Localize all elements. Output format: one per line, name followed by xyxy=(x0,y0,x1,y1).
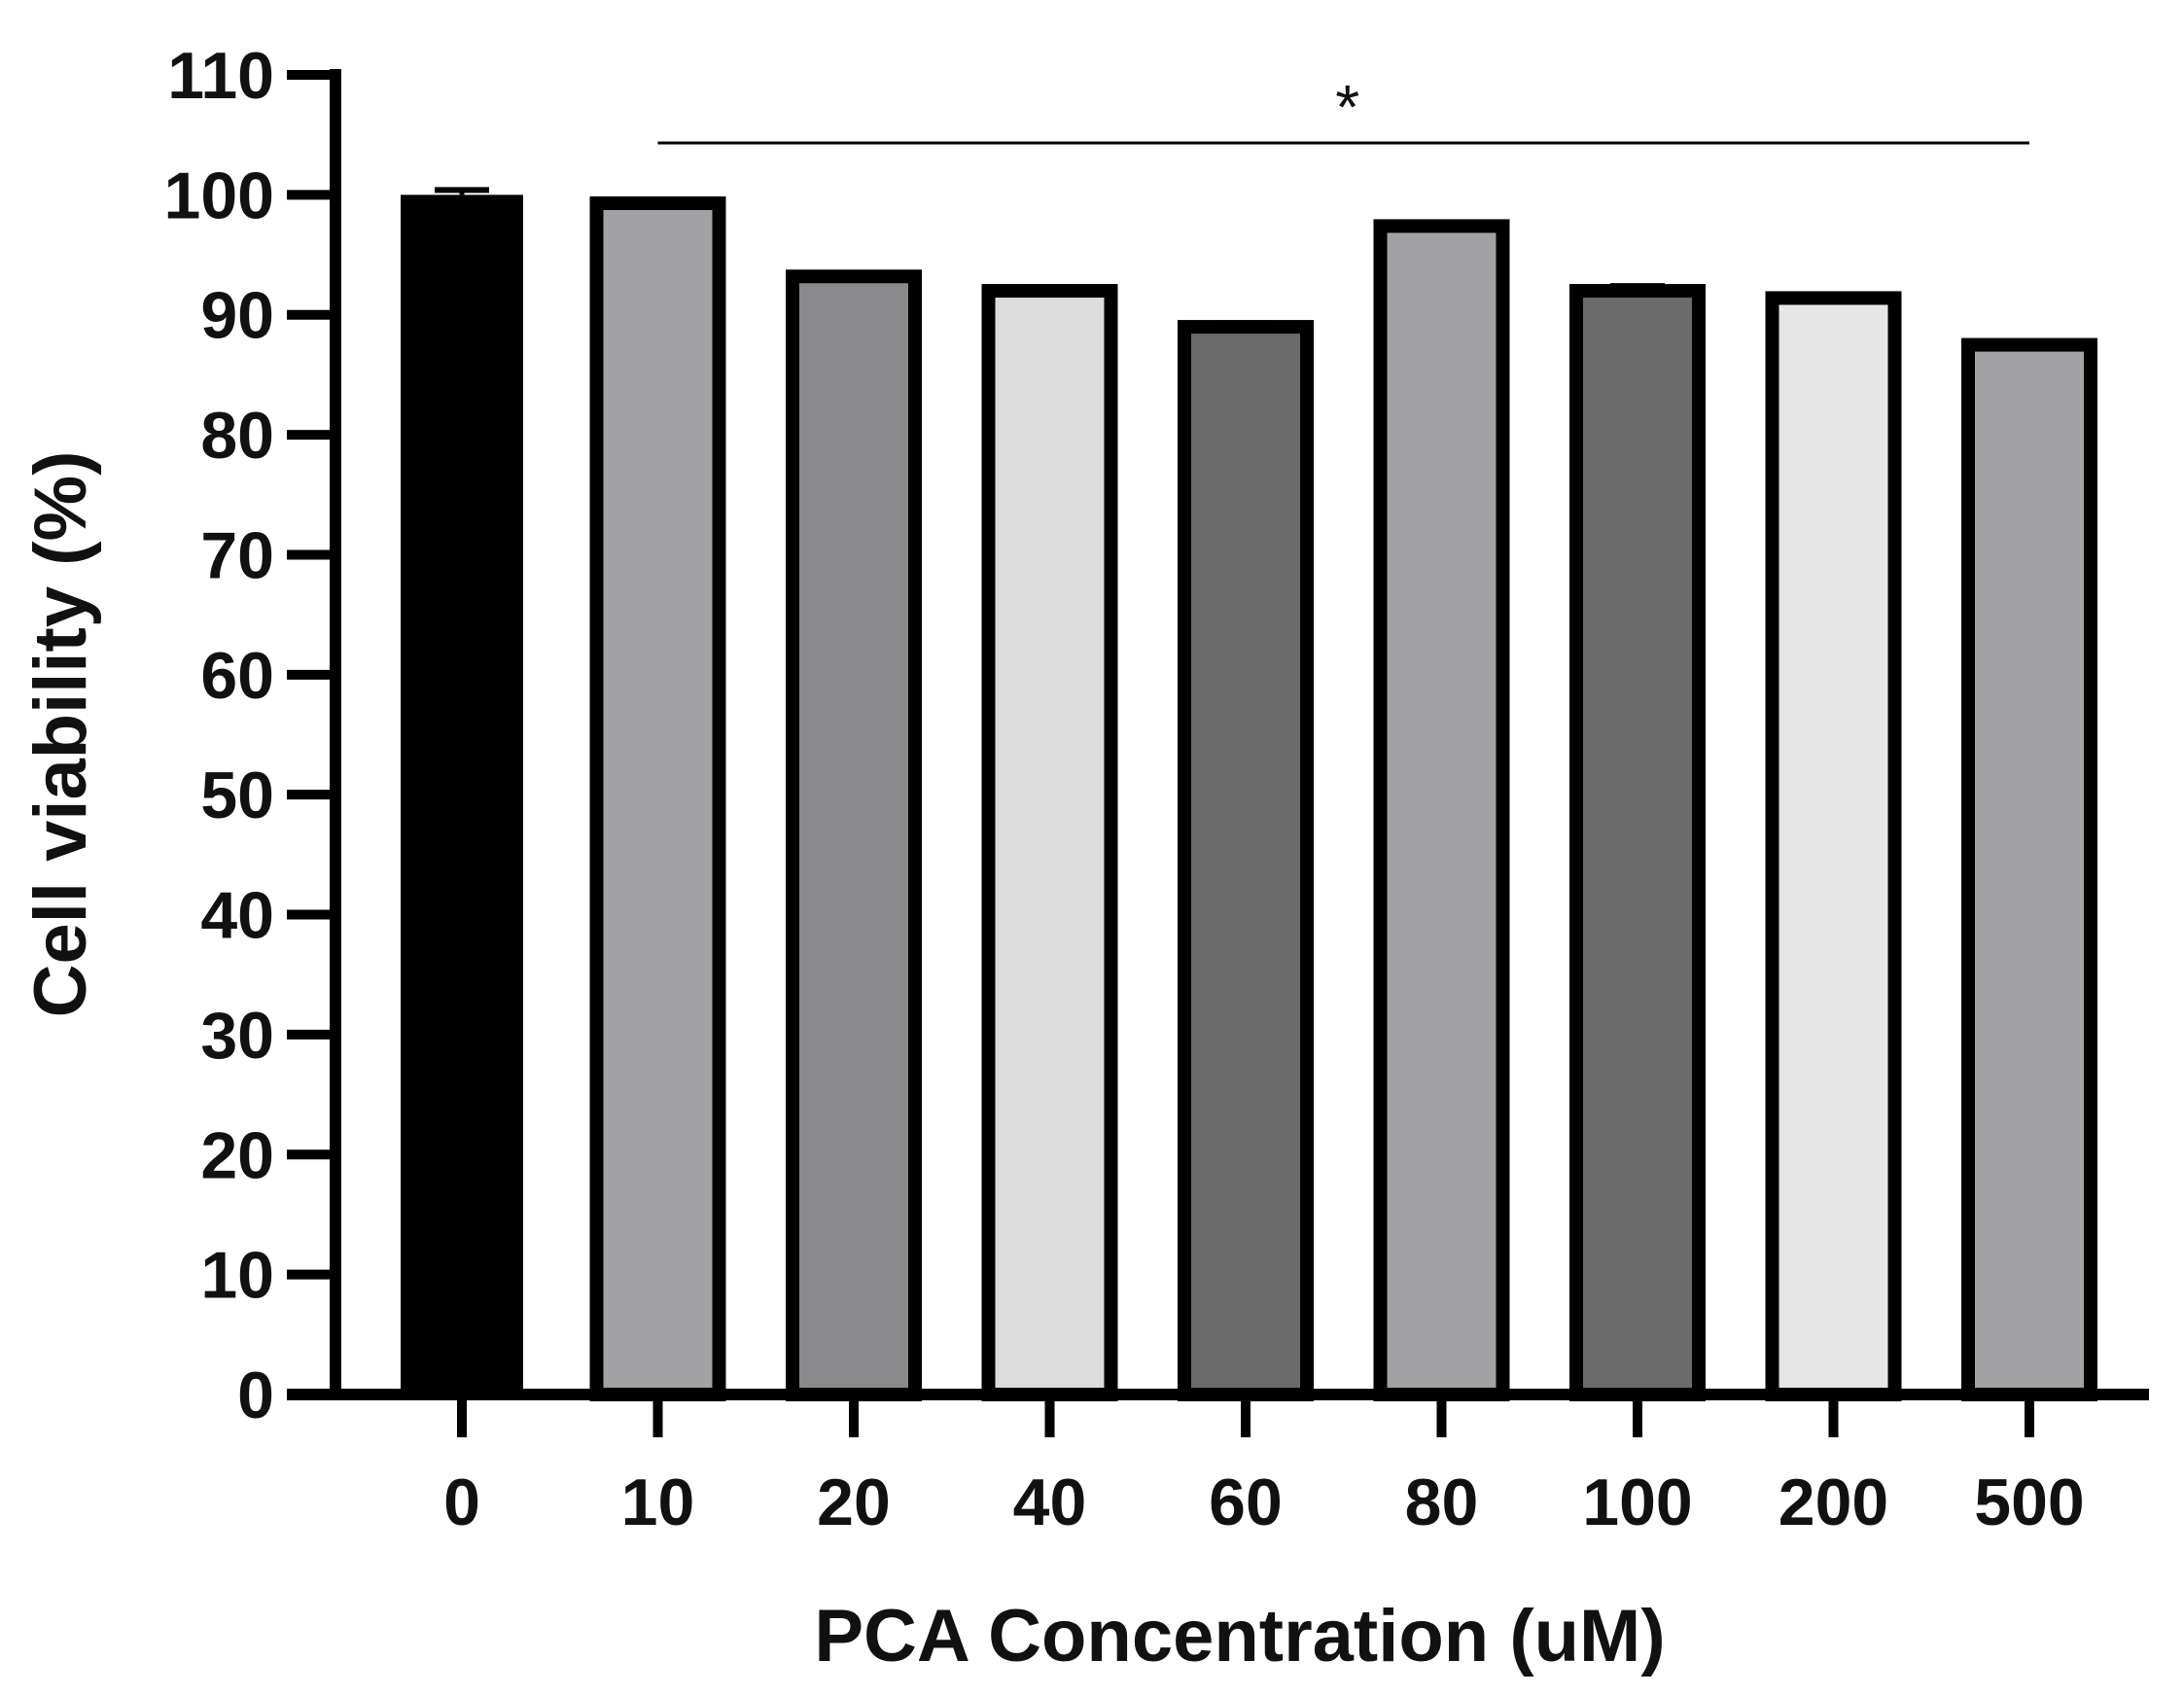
bar-200 xyxy=(1765,291,1902,1401)
y-tick-label-70: 70 xyxy=(200,518,274,592)
y-tick-label-50: 50 xyxy=(200,759,274,832)
bar-100 xyxy=(1569,284,1706,1401)
y-tick-label-60: 60 xyxy=(200,639,274,713)
y-tick-label-10: 10 xyxy=(200,1239,274,1313)
x-tick-label-20: 20 xyxy=(817,1465,891,1539)
y-tick-label-110: 110 xyxy=(167,39,274,113)
y-tick-label-100: 100 xyxy=(164,159,274,232)
y-tick-label-80: 80 xyxy=(200,399,274,473)
labels-layer: 0 10 20 30 40 50 60 70 80 90 100 110 0 10 20 40 60 80 100 2… xyxy=(164,39,2085,1539)
bars-layer xyxy=(401,187,2097,1402)
significance-label: * xyxy=(1335,72,1359,142)
x-tick-label-40: 40 xyxy=(1013,1465,1087,1539)
bar-0 xyxy=(401,194,523,1395)
x-tick-label-100: 100 xyxy=(1582,1465,1692,1539)
y-tick-label-30: 30 xyxy=(200,999,274,1073)
axes-layer xyxy=(287,69,2149,1437)
y-axis-title: Cell viability (%) xyxy=(19,451,102,1018)
bar-40 xyxy=(981,284,1118,1401)
bar-500 xyxy=(1961,337,2097,1401)
x-axis-title: PCA Concentration (uM) xyxy=(814,1595,1665,1677)
bar-80 xyxy=(1373,219,1510,1401)
x-tick-label-10: 10 xyxy=(621,1465,695,1539)
x-tick-label-80: 80 xyxy=(1405,1465,1479,1539)
y-tick-label-0: 0 xyxy=(237,1359,274,1432)
y-tick-label-90: 90 xyxy=(200,279,274,353)
bar-10 xyxy=(589,195,726,1401)
bar-60 xyxy=(1178,320,1314,1402)
x-tick-label-0: 0 xyxy=(443,1465,480,1539)
y-tick-label-20: 20 xyxy=(200,1118,274,1192)
x-tick-label-60: 60 xyxy=(1209,1465,1283,1539)
y-tick-label-40: 40 xyxy=(200,879,274,953)
x-tick-label-500: 500 xyxy=(1974,1465,2084,1539)
bar-20 xyxy=(786,269,922,1402)
x-tick-label-200: 200 xyxy=(1779,1465,1888,1539)
